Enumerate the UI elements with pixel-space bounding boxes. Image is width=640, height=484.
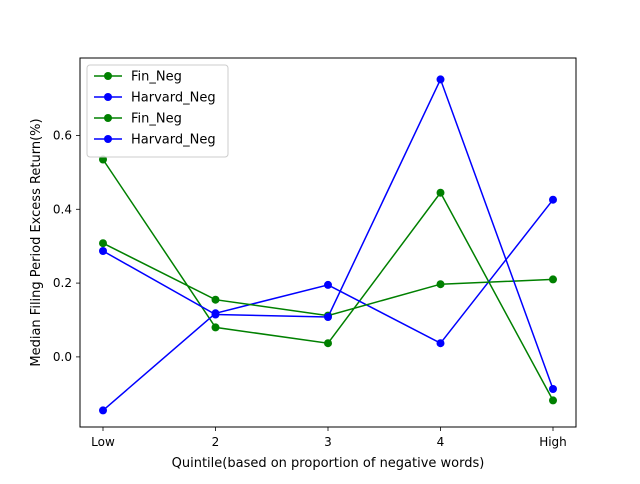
legend-box bbox=[86, 64, 229, 158]
legend-marker bbox=[104, 93, 112, 101]
y-axis: 0.0 0.2 0.4 0.6 bbox=[53, 128, 80, 364]
data-point bbox=[436, 75, 445, 84]
y-tick-label: 0.0 bbox=[53, 350, 72, 364]
data-point bbox=[436, 280, 445, 289]
x-tick-label: High bbox=[539, 435, 567, 449]
legend-entry: Fin_Neg bbox=[94, 112, 182, 127]
x-tick-label: 3 bbox=[324, 435, 332, 449]
data-point bbox=[549, 275, 557, 284]
x-axis-label: Quintile(based on proportion of negative… bbox=[172, 456, 485, 471]
data-point bbox=[436, 339, 445, 348]
legend-entry: Fin_Neg bbox=[94, 70, 182, 85]
data-point bbox=[549, 385, 557, 393]
legend-label: Harvard_Neg bbox=[131, 133, 216, 148]
y-tick-label: 0.4 bbox=[53, 202, 72, 216]
legend-marker bbox=[104, 72, 112, 80]
x-tick-label: Low bbox=[91, 435, 115, 449]
legend-entry: Harvard_Neg bbox=[94, 91, 216, 106]
plot-layer bbox=[99, 75, 557, 415]
legend: Fin_Neg Harvard_Neg Fin_Neg Harvard_Neg bbox=[86, 64, 229, 158]
y-tick-label: 0.2 bbox=[53, 276, 72, 290]
legend-entry: Harvard_Neg bbox=[94, 133, 216, 148]
x-tick-label: 2 bbox=[212, 435, 220, 449]
legend-label: Fin_Neg bbox=[131, 112, 182, 127]
data-point bbox=[549, 195, 557, 204]
x-tick-label: 4 bbox=[437, 435, 445, 449]
y-tick-label: 0.6 bbox=[53, 128, 72, 142]
series-4 bbox=[99, 75, 557, 393]
data-point bbox=[436, 188, 445, 197]
data-point bbox=[211, 295, 220, 304]
x-axis: Low 2 3 4 High bbox=[91, 427, 567, 449]
data-point bbox=[324, 339, 332, 348]
data-point bbox=[211, 323, 220, 332]
data-point bbox=[99, 247, 107, 255]
legend-marker bbox=[104, 135, 112, 143]
legend-label: Fin_Neg bbox=[131, 70, 182, 85]
data-point bbox=[324, 280, 332, 289]
legend-marker bbox=[104, 114, 112, 122]
data-point bbox=[211, 310, 220, 319]
y-axis-label: Median Filing Period Excess Return(%) bbox=[29, 118, 44, 366]
data-point bbox=[99, 239, 107, 248]
data-point bbox=[324, 313, 332, 321]
legend-label: Harvard_Neg bbox=[131, 91, 216, 106]
data-point bbox=[549, 396, 557, 405]
data-point bbox=[99, 406, 107, 415]
